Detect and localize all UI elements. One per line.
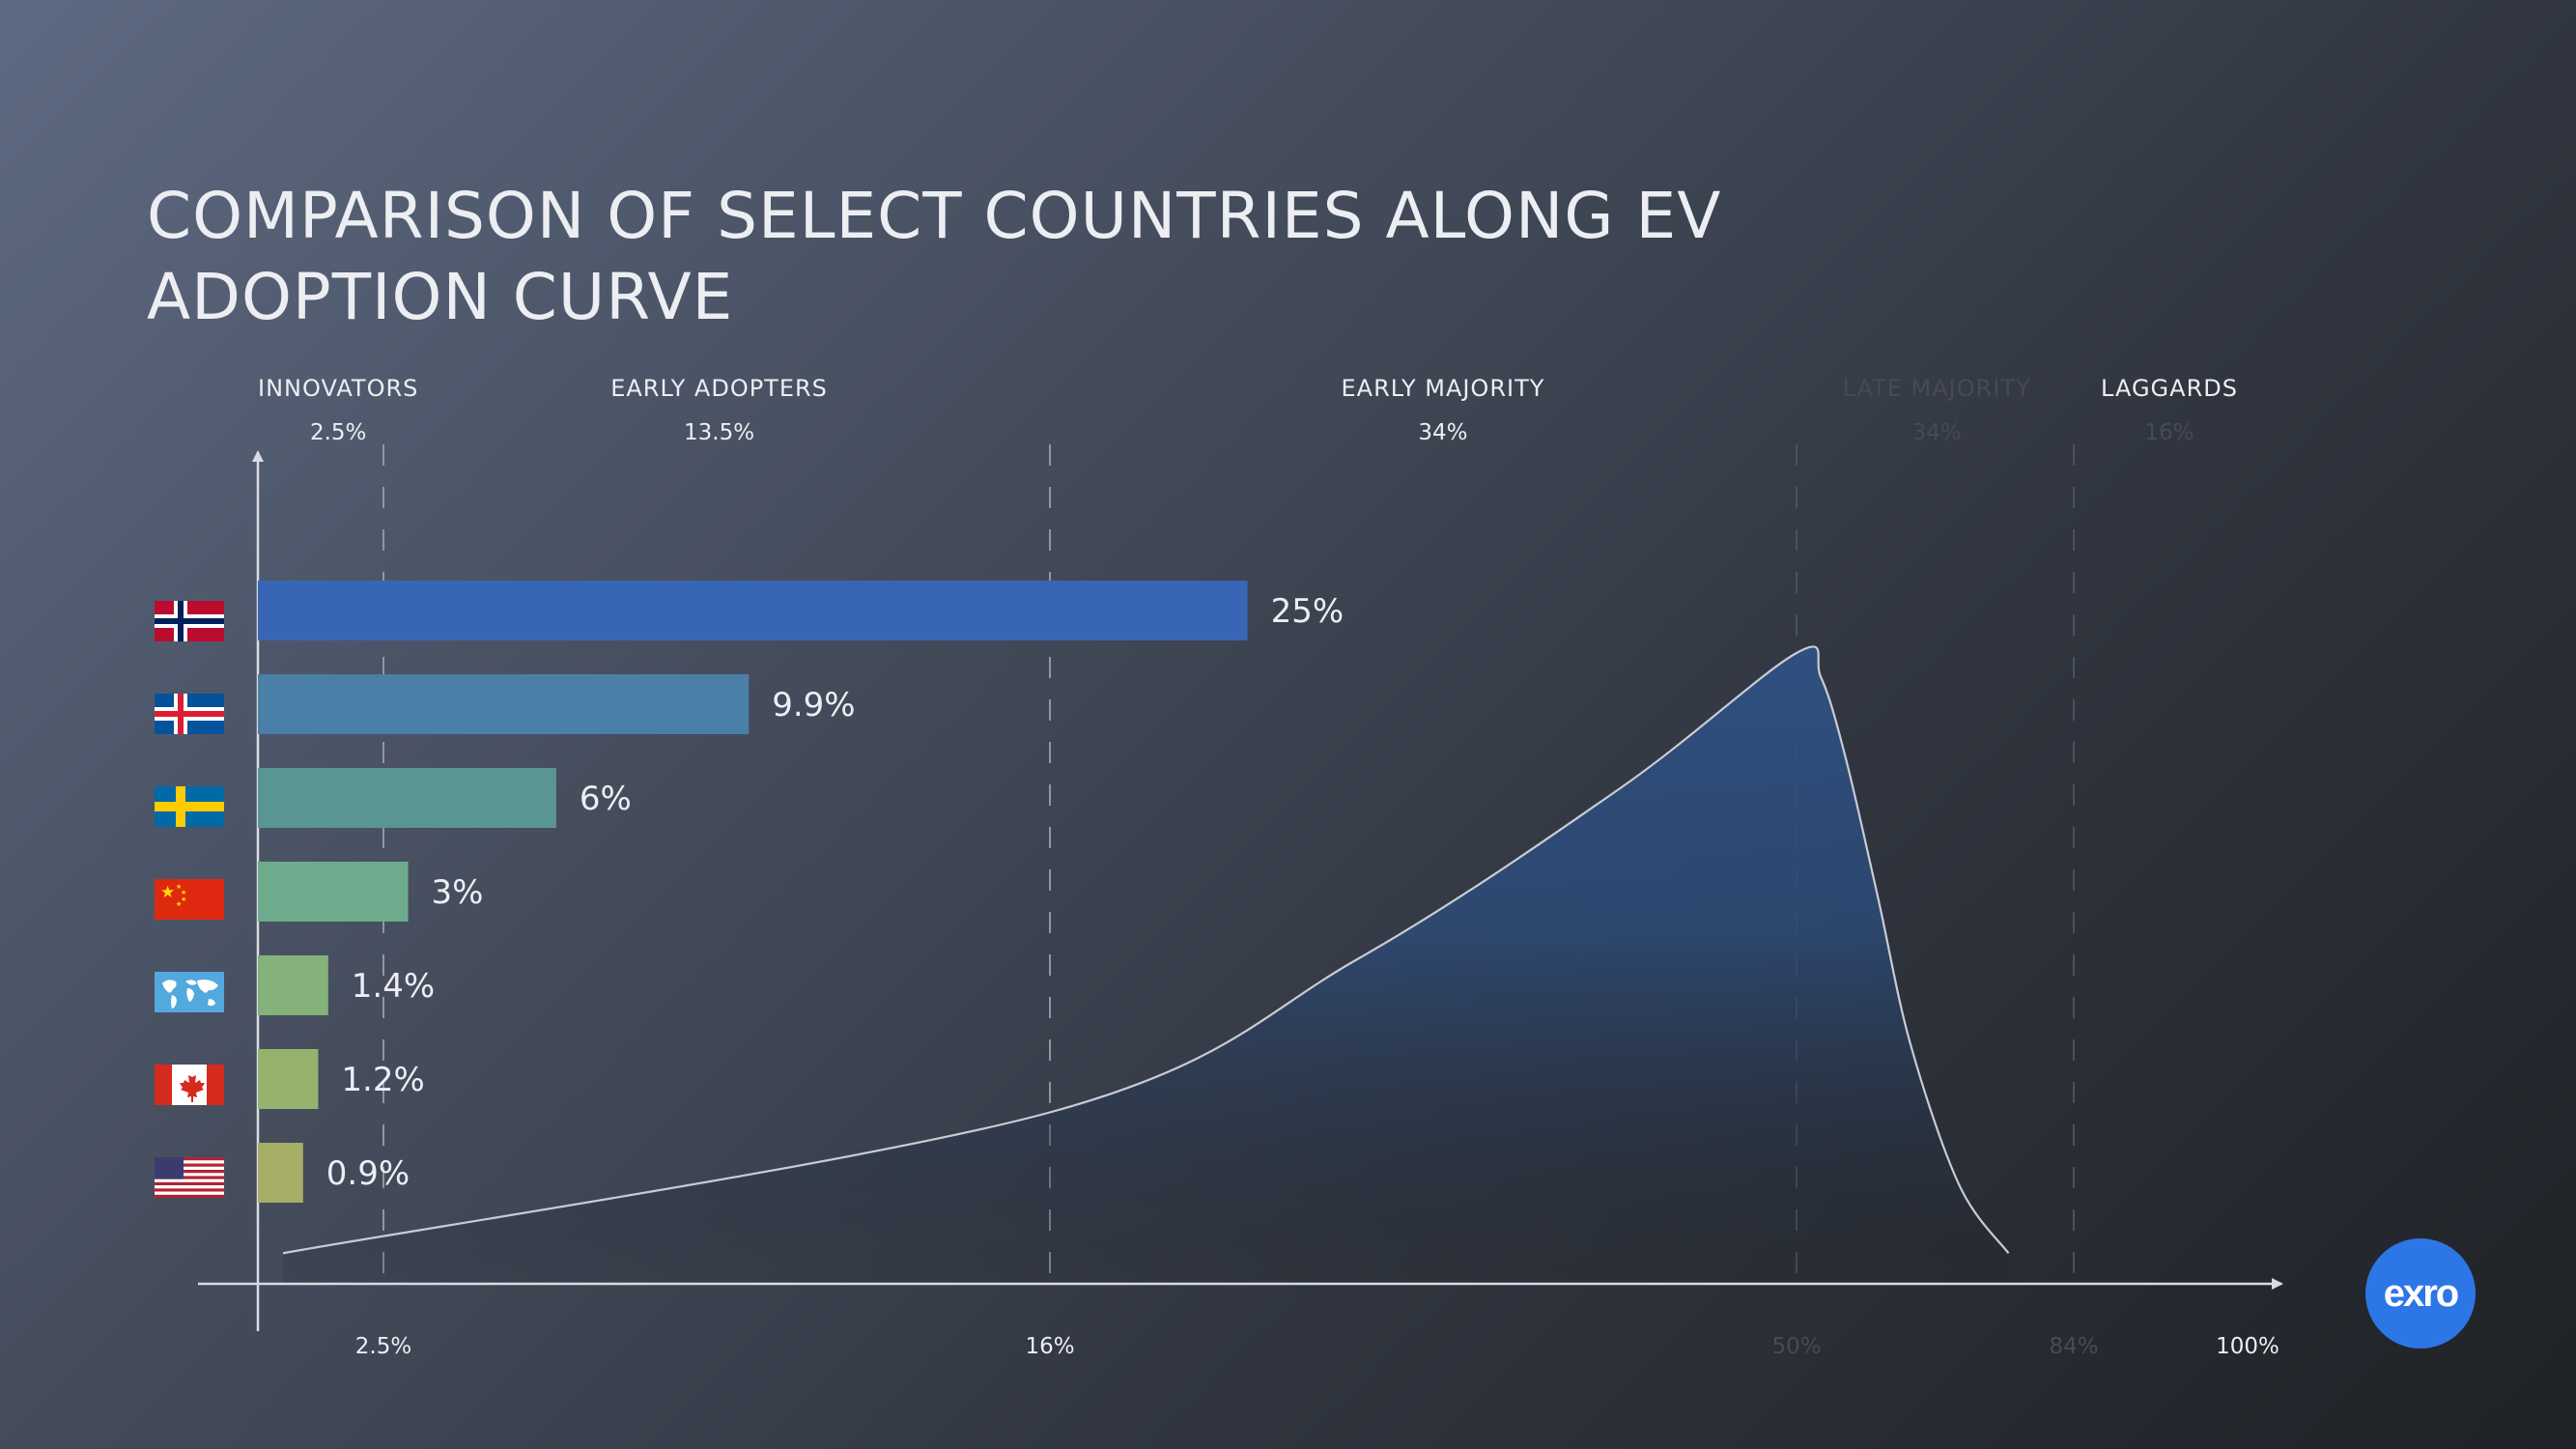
segment-share-label: 16%	[2144, 420, 2194, 445]
bar-value-label: 1.4%	[352, 967, 435, 1006]
adoption-curve-line	[282, 645, 2010, 1255]
segment-name-label: EARLY ADOPTERS	[610, 375, 828, 402]
bar-value-label: 9.9%	[772, 686, 855, 724]
bar-value-labels: 25% 9.9% 6% 3% 1.4% 1.2% 0.9%	[326, 592, 1344, 1193]
adoption-curve-area	[283, 646, 2009, 1284]
bar-value-label: 25%	[1271, 592, 1345, 631]
svg-text:★: ★	[176, 900, 182, 908]
bar-canada-flag	[258, 1049, 319, 1109]
x-tick-label: 50%	[1771, 1334, 1821, 1359]
segment-share-label: 34%	[1418, 420, 1467, 445]
svg-text:exro: exro	[2384, 1272, 2458, 1315]
country-flags: ★ ★ ★ ★ ★	[155, 601, 224, 1198]
segment-name-label: LATE MAJORITY	[1843, 375, 2031, 402]
exro-logo: exro	[2365, 1238, 2476, 1349]
china-flag-icon: ★ ★ ★ ★ ★	[155, 879, 224, 920]
svg-text:★: ★	[181, 895, 186, 903]
exro-logo-mark: exro	[2384, 1272, 2460, 1315]
svg-text:★: ★	[176, 883, 182, 891]
bar-value-label: 0.9%	[326, 1154, 410, 1193]
bar-value-label: 1.2%	[341, 1061, 424, 1099]
segment-name-label: INNOVATORS	[258, 375, 418, 402]
x-tick-label: 2.5%	[355, 1334, 411, 1359]
world-map-icon	[155, 972, 224, 1012]
segment-name-label: EARLY MAJORITY	[1342, 375, 1545, 402]
x-tick-label: 16%	[1025, 1334, 1074, 1359]
usa-flag-icon	[155, 1157, 224, 1198]
segment-share-label: 34%	[1912, 420, 1962, 445]
x-tick-labels: 2.5% 16% 50% 84% 100%	[355, 1334, 2279, 1359]
segment-name-label: LAGGARDS	[2101, 375, 2238, 402]
sweden-flag-icon	[155, 786, 224, 827]
canada-flag-icon	[155, 1065, 224, 1105]
segment-share-label: 13.5%	[684, 420, 754, 445]
segment-share-label: 2.5%	[310, 420, 366, 445]
chart-title: COMPARISON OF SELECT COUNTRIES ALONG EV …	[147, 179, 1722, 334]
svg-text:★: ★	[160, 883, 175, 902]
bar-usa-flag	[258, 1143, 303, 1203]
norway-flag-icon	[155, 601, 224, 641]
bar-value-label: 3%	[432, 873, 484, 912]
segment-labels: INNOVATORS 2.5% EARLY ADOPTERS 13.5% EARLY M…	[258, 375, 2238, 445]
x-tick-label: 100%	[2216, 1334, 2279, 1359]
bars	[258, 581, 1248, 1203]
iceland-flag-icon	[155, 694, 224, 734]
bar-value-label: 6%	[580, 780, 632, 818]
bar-iceland-flag	[258, 674, 750, 734]
bar-china-flag	[258, 862, 409, 922]
bar-sweden-flag	[258, 768, 556, 828]
bar-world-map	[258, 955, 328, 1015]
x-tick-label: 84%	[2049, 1334, 2098, 1359]
bar-norway-flag	[258, 581, 1248, 640]
svg-text:★: ★	[181, 889, 186, 896]
